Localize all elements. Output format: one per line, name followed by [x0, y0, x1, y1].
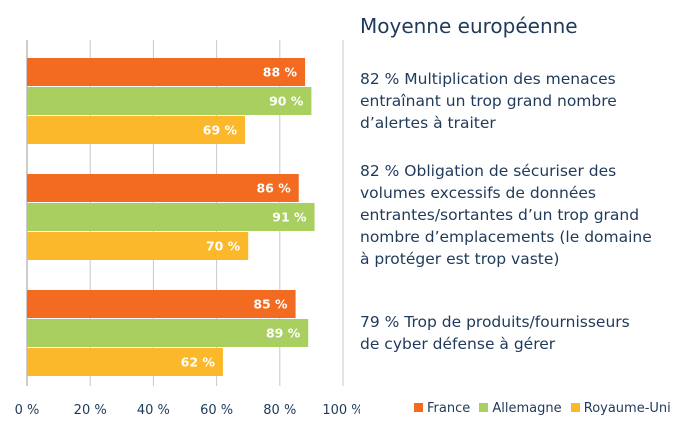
bar-chart: 88 % 90 % 69 % 86 % 91 % 70 % 85 % 89 % 62 % 0 %… [15, 40, 360, 418]
panel-item-2-line-4: nombre d’emplacements (le domaine [360, 228, 652, 246]
legend-swatch-france [414, 403, 423, 412]
x-tick-label-2: 40 % [137, 403, 170, 418]
panel-item-1-line-1: 82 % Multiplication des menaces [360, 70, 616, 88]
x-tick-label-4: 80 % [263, 403, 296, 418]
chart-legend: France Allemagne Royaume-Uni [414, 401, 676, 416]
bar-france-2 [27, 174, 299, 202]
panel-item-2-line-3: entrantes/sortantes d’un trop grand [360, 206, 640, 224]
bar-label-royaume-uni-3: 62 % [181, 355, 216, 370]
bar-france-3 [27, 290, 296, 318]
panel-title: Moyenne européenne [360, 14, 578, 38]
legend-item-france: France [414, 401, 470, 416]
panel-item-2-line-2: volumes excessifs de données [360, 184, 596, 202]
bar-france-1 [27, 58, 306, 86]
legend-item-allemagne: Allemagne [479, 401, 562, 416]
panel-item-1-line-2: entraînant un trop grand nombre [360, 92, 617, 110]
panel-item-3-line-1: 79 % Trop de produits/fournisseurs [360, 313, 630, 331]
bar-allemagne-3 [27, 319, 309, 347]
bar-label-allemagne-3: 89 % [266, 326, 301, 341]
bar-royaume-uni-3 [27, 348, 223, 376]
legend-swatch-royaume-uni [570, 403, 580, 412]
legend-label-france: France [427, 401, 471, 416]
bar-label-france-3: 85 % [253, 297, 288, 312]
bar-allemagne-2 [27, 203, 315, 231]
legend-swatch-allemagne [479, 403, 489, 412]
legend-item-royaume-uni: Royaume-Uni [570, 401, 671, 416]
bar-label-france-1: 88 % [263, 65, 298, 80]
bar-label-allemagne-2: 91 % [272, 210, 307, 225]
x-tick-label-1: 20 % [74, 403, 107, 418]
panel-item-1: 82 % Multiplication des menaces entraîna… [360, 68, 617, 134]
panel-item-3: 79 % Trop de produits/fournisseurs de cy… [360, 311, 630, 355]
bar-royaume-uni-1 [27, 116, 246, 144]
legend-label-royaume-uni: Royaume-Uni [583, 401, 671, 416]
x-axis-ticks: 0 % 20 % 40 % 60 % 80 % 100 % [15, 403, 360, 418]
x-tick-label-0: 0 % [15, 403, 40, 418]
bar-label-royaume-uni-2: 70 % [206, 239, 241, 254]
bar-label-allemagne-1: 90 % [269, 94, 304, 109]
panel-item-2-line-1: 82 % Obligation de sécuriser des [360, 162, 617, 180]
panel-item-2: 82 % Obligation de sécuriser des volumes… [360, 160, 652, 270]
bar-royaume-uni-2 [27, 232, 249, 260]
legend-label-allemagne: Allemagne [492, 401, 562, 416]
panel-item-1-line-3: d’alertes à traiter [360, 114, 496, 132]
panel-item-2-line-5: à protéger est trop vaste) [360, 250, 560, 268]
bar-label-france-2: 86 % [256, 181, 291, 196]
x-tick-label-3: 60 % [200, 403, 233, 418]
panel-item-3-line-2: de cyber défense à gérer [360, 335, 556, 353]
bar-allemagne-1 [27, 87, 312, 115]
bar-label-royaume-uni-1: 69 % [203, 123, 238, 138]
x-tick-label-5: 100 % [322, 403, 360, 418]
chart-bars: 88 % 90 % 69 % 86 % 91 % 70 % 85 % 89 % 62 % [27, 58, 315, 376]
